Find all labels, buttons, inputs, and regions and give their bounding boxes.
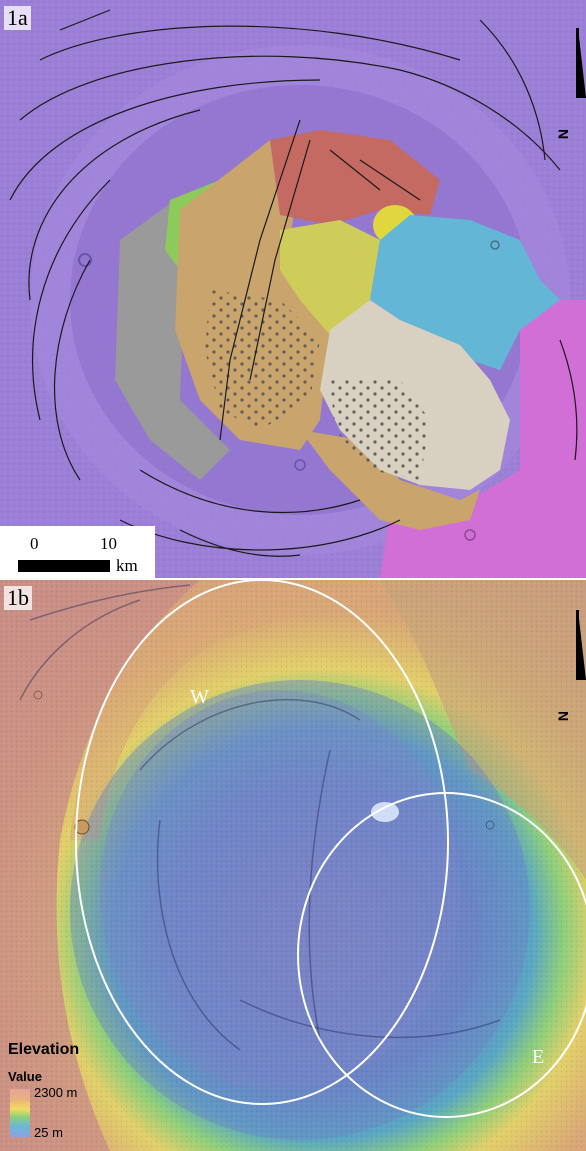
fault-lines [9,9,578,557]
region-label-east: E [532,1046,545,1068]
study-area-east [297,792,586,1118]
elevation-legend: Elevation Value 2300 m 25 m [6,1041,106,1143]
legend-min-value: 25 m [34,1125,63,1140]
legend-subtitle: Value [8,1069,42,1084]
region-label-west: W [190,686,209,708]
unit-yellow [280,220,380,335]
unit-red [270,130,440,225]
north-label: N [555,710,572,722]
study-area-west [75,580,449,1105]
scale-start-label: 0 [30,534,39,553]
legend-color-ramp [10,1089,30,1137]
panel-label: 1b [4,586,32,610]
north-arrow-icon [576,28,586,98]
scale-mid-label: 10 [100,534,117,553]
unit-gray [115,200,230,480]
elevation-map-panel: 1b N W E Elevation Value 2300 m 25 m [0,580,586,1151]
geologic-map-panel: 1a N 0 10 km [0,0,586,578]
elevation-map-image [0,580,586,1151]
north-arrow-icon [576,610,586,680]
north-label: N [555,128,572,140]
panel-label: 1a [4,6,31,30]
north-arrow: N [555,28,586,139]
unit-cyan [370,215,560,370]
legend-max-value: 2300 m [34,1085,78,1100]
scale-bar: 0 10 km [0,526,155,578]
scale-unit-label: km [116,556,138,575]
geologic-map-image [0,0,586,578]
scale-bar-graphic [18,560,110,572]
legend-title: Elevation [8,1041,80,1058]
north-arrow: N [555,610,586,721]
